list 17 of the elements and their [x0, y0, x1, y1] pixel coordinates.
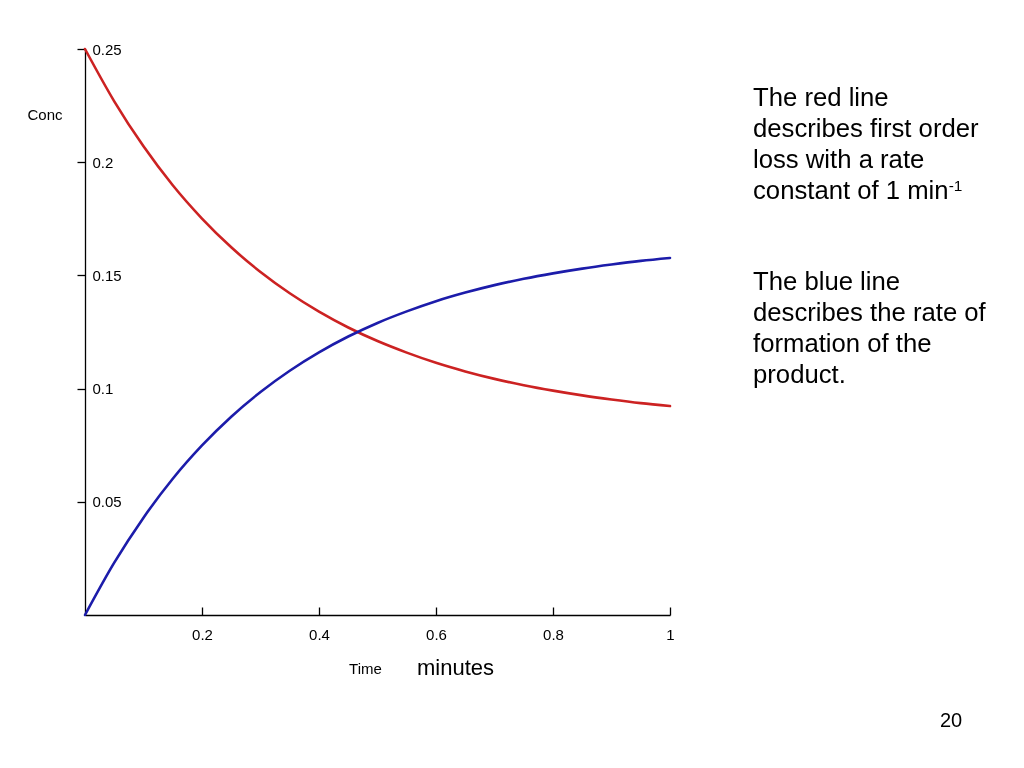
- y-tick-label: 0.1: [92, 380, 114, 398]
- y-tick-label: 0.05: [92, 493, 122, 511]
- x-tick-label: 0.2: [192, 625, 213, 643]
- text: The red line describes first order loss with a rate constant of 1 min$^{-1}$: [753, 82, 980, 206]
- y-tick-label: 0.2: [92, 153, 114, 171]
- x-tick-label: 0.8: [543, 625, 564, 643]
- y-axis-title: Conc: [27, 105, 64, 123]
- x-axis-title: Time: [349, 659, 382, 677]
- x-tick-label: 0.6: [426, 625, 447, 643]
- text: 20: [940, 708, 964, 732]
- text: minutes: [417, 655, 496, 681]
- y-tick-label: 0.25: [92, 40, 122, 58]
- y-tick-label: 0.15: [92, 266, 122, 284]
- text: The blue line describes the rate of formation of the product.: [753, 266, 987, 390]
- x-tick-label: 1: [666, 625, 675, 643]
- line-series: [83, 47, 672, 408]
- x-tick-label: 0.4: [309, 625, 330, 643]
